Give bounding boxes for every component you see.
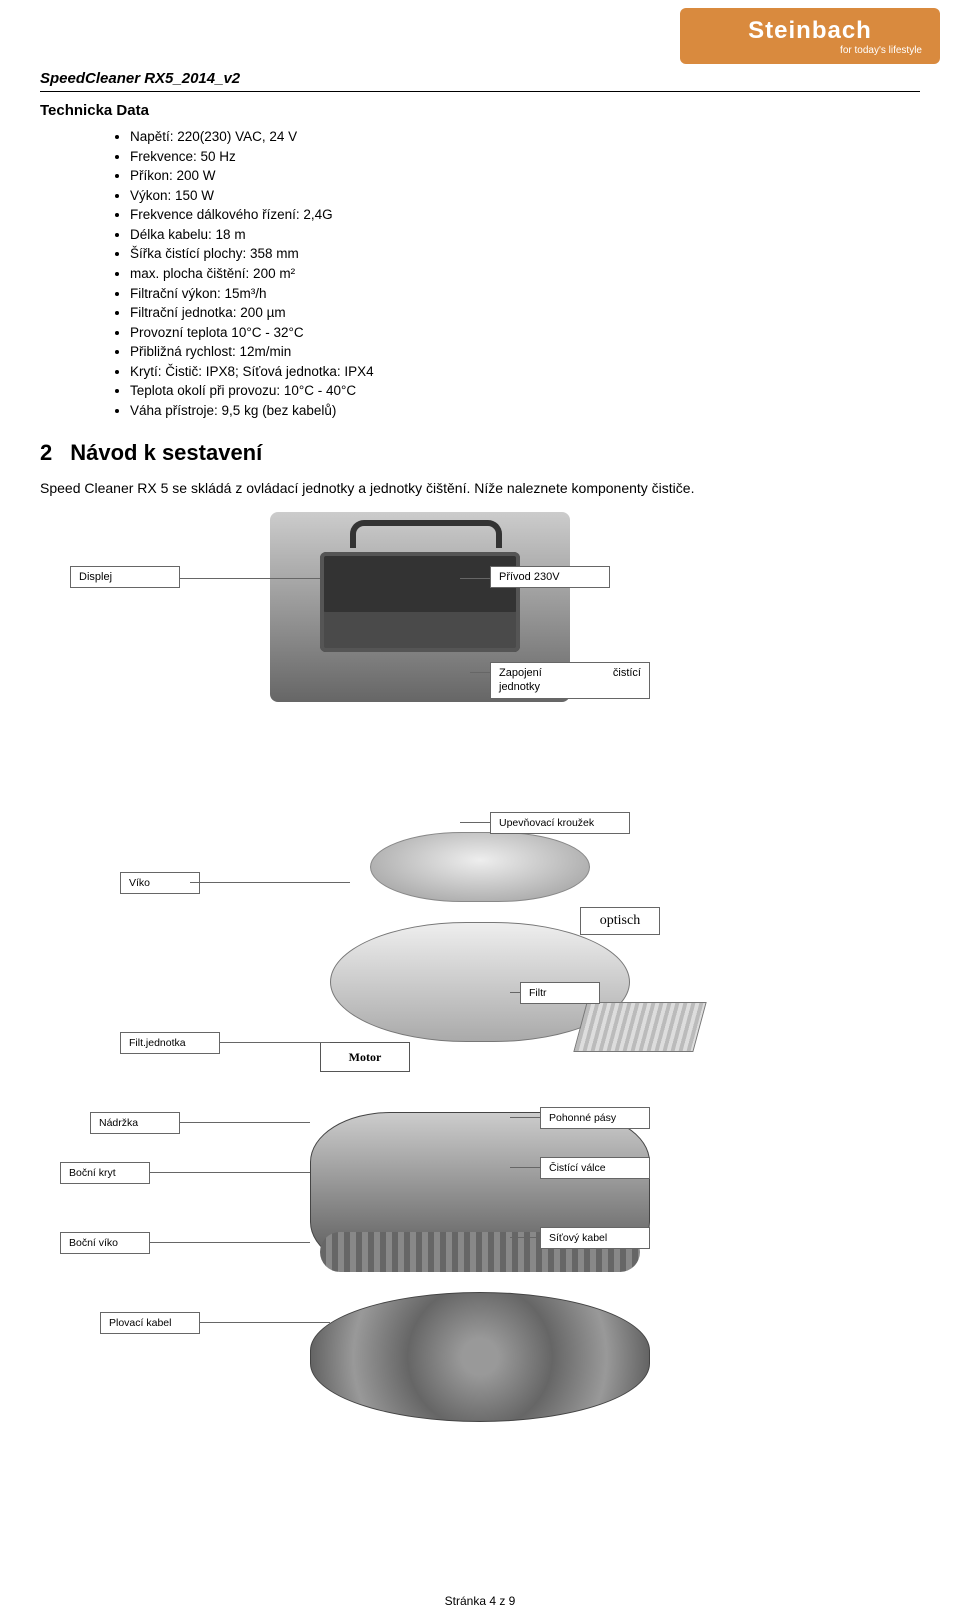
leader-line (510, 1117, 540, 1118)
spec-item: Filtrační jednotka: 200 µm (130, 303, 920, 323)
label-cistici-valce: Čistící válce (540, 1157, 650, 1179)
spec-item: Příkon: 200 W (130, 166, 920, 186)
label-motor: Motor (320, 1042, 410, 1072)
label-nadrzka: Nádržka (90, 1112, 180, 1134)
spec-item: Šířka čistící plochy: 358 mm (130, 244, 920, 264)
label-privod: Přívod 230V (490, 566, 610, 588)
leader-line (460, 822, 490, 823)
divider (40, 91, 920, 92)
diagram: Displej Přívod 230V Zapojení čistící jed… (40, 512, 920, 1492)
leader-line (470, 672, 490, 673)
label-bocni-kryt: Boční kryt (60, 1162, 150, 1184)
leader-line (220, 1042, 330, 1043)
leader-line (150, 1242, 310, 1243)
spec-item: max. plocha čištění: 200 m² (130, 264, 920, 284)
section-number: 2 (40, 440, 52, 466)
spec-item: Frekvence: 50 Hz (130, 147, 920, 167)
section-technical-data: Technicka Data (40, 102, 920, 119)
shape-filter (573, 1002, 706, 1052)
spec-item: Teplota okolí při provozu: 10°C - 40°C (130, 381, 920, 401)
brand-badge: Steinbach for today's lifestyle (680, 8, 940, 64)
shape-lid (370, 832, 590, 902)
label-zapojeni-word2: jednotky (499, 681, 540, 693)
leader-line (510, 992, 520, 993)
label-bocni-viko: Boční víko (60, 1232, 150, 1254)
page-footer: Stránka 4 z 9 (0, 1594, 960, 1608)
spec-item: Provozní teplota 10°C - 32°C (130, 323, 920, 343)
label-viko: Víko (120, 872, 200, 894)
spec-list: Napětí: 220(230) VAC, 24 V Frekvence: 50… (40, 127, 920, 420)
leader-line (460, 578, 490, 579)
label-optisch: optisch (580, 907, 660, 935)
label-plovaci-kabel: Plovací kabel (100, 1312, 200, 1334)
leader-line (510, 1237, 540, 1238)
spec-item: Napětí: 220(230) VAC, 24 V (130, 127, 920, 147)
spec-item: Frekvence dálkového řízení: 2,4G (130, 205, 920, 225)
leader-line (190, 882, 350, 883)
brand-slogan: for today's lifestyle (688, 45, 932, 56)
leader-line (180, 578, 320, 579)
section-2-heading: 2 Návod k sestavení (40, 440, 920, 466)
leader-line (180, 1122, 310, 1123)
spec-item: Délka kabelu: 18 m (130, 225, 920, 245)
label-filtr: Filtr (520, 982, 600, 1004)
leader-line (150, 1172, 310, 1173)
intro-text: Speed Cleaner RX 5 se skládá z ovládací … (40, 480, 920, 496)
spec-item: Váha přístroje: 9,5 kg (bez kabelů) (130, 401, 920, 421)
label-filt-jednotka: Filt.jednotka (120, 1032, 220, 1054)
doc-title: SpeedCleaner RX5_2014_v2 (40, 70, 920, 87)
label-pohonne: Pohonné pásy (540, 1107, 650, 1129)
label-sitovy-kabel: Síťový kabel (540, 1227, 650, 1249)
brand-name: Steinbach (748, 17, 872, 45)
spec-item: Krytí: Čistič: IPX8; Síťová jednotka: IP… (130, 362, 920, 382)
label-displej: Displej (70, 566, 180, 588)
spec-item: Filtrační výkon: 15m³/h (130, 284, 920, 304)
leader-line (200, 1322, 330, 1323)
leader-line (510, 1167, 540, 1168)
label-zapojeni: Zapojení čistící jednotky (490, 662, 650, 698)
section-title: Návod k sestavení (70, 440, 262, 466)
spec-item: Výkon: 150 W (130, 186, 920, 206)
shape-cable (310, 1292, 650, 1422)
label-zapojeni-word3: čistící (613, 667, 641, 680)
label-zapojeni-word1: Zapojení (499, 667, 542, 679)
spec-item: Přibližná rychlost: 12m/min (130, 342, 920, 362)
label-krouzek: Upevňovací kroužek (490, 812, 630, 834)
